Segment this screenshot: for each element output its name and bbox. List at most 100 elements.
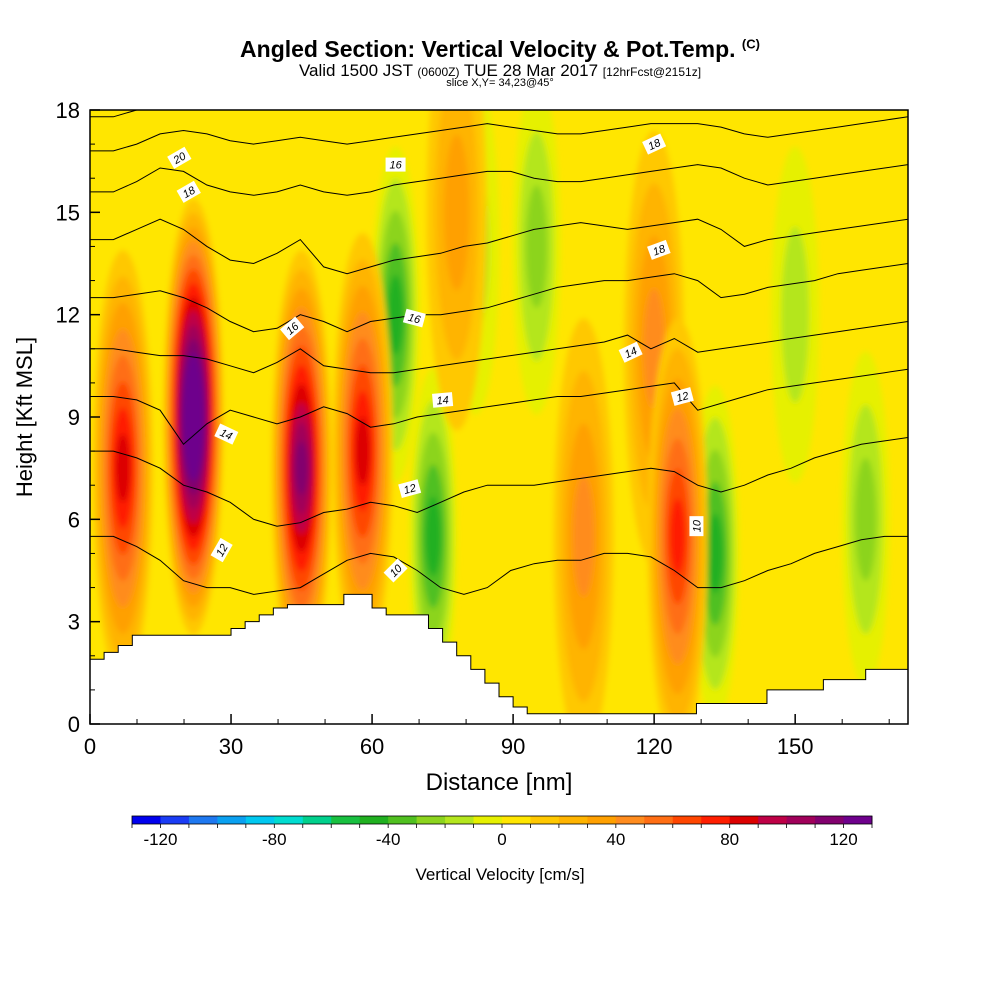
isentrope-line: [90, 263, 908, 333]
y-tick-label: 15: [56, 200, 80, 225]
contour-label: 14: [214, 423, 239, 445]
x-tick-label: 150: [777, 734, 814, 759]
contour-label-bg: [618, 341, 643, 363]
contour-label-text: 10: [691, 519, 703, 532]
isentrope-line: [90, 116, 908, 152]
contour-label: 18: [647, 239, 671, 260]
colorbar-tick-label: 120: [829, 830, 857, 849]
terrain-layer: [90, 593, 908, 724]
y-tick-label: 6: [68, 507, 80, 532]
contour-label-text: 14: [623, 345, 639, 361]
colorbar-swatch: [701, 816, 731, 824]
downdraft-core: [387, 274, 404, 355]
x-tick-label: 0: [84, 734, 96, 759]
contour-label-bg: [176, 180, 201, 203]
colorbar-swatch: [815, 816, 845, 824]
valid-time-line: Valid 1500 JST (0600Z) TUE 28 Mar 2017 […: [0, 61, 1000, 81]
downdraft-core: [781, 226, 810, 403]
colorbar-swatch: [245, 816, 275, 824]
axes: 0 30 60 90 120 150 0 3 6 9 12 15 18: [56, 98, 890, 759]
updraft-core: [295, 441, 308, 496]
forecast-info: [12hrFcst@2151z]: [602, 65, 702, 79]
velocity-field: [92, 110, 890, 724]
colorbar-swatch: [502, 816, 531, 824]
colorbar-swatch: [786, 816, 816, 824]
contour-label-bg: [210, 537, 233, 563]
slice-info: slice X,Y= 34,23@45°: [446, 77, 554, 89]
contour-label-bg: [398, 479, 422, 498]
contour-label-bg: [214, 423, 239, 445]
updraft-core: [115, 433, 131, 503]
colorbar-swatch: [445, 816, 475, 824]
colorbar-swatch: [416, 816, 446, 824]
colorbar-swatch: [843, 816, 873, 824]
contour-label: 14: [432, 392, 454, 408]
updraft-core: [573, 475, 595, 597]
isentrope-lines: [90, 110, 908, 595]
contour-label-text: 12: [675, 390, 690, 405]
y-tick-label: 0: [68, 712, 80, 737]
isentrope-line: [90, 535, 908, 595]
colorbar-swatch: [302, 816, 332, 824]
colorbar-swatch: [587, 816, 617, 824]
contour-label-text: 16: [389, 160, 402, 172]
contour-label-text: 14: [436, 394, 449, 407]
contour-label: 18: [176, 180, 201, 203]
contour-label: 16: [385, 157, 406, 172]
contour-label-bg: [670, 387, 694, 406]
y-tick-label: 18: [56, 98, 80, 123]
x-tick-label: 90: [501, 734, 525, 759]
contour-label-bg: [385, 157, 406, 172]
colorbar-swatch: [473, 816, 503, 824]
contour-label-text: 18: [651, 243, 667, 259]
colorbar-label: Vertical Velocity [cm/s]: [415, 865, 584, 884]
colorbar-swatch: [729, 816, 759, 824]
colorbar-tick-label: 40: [606, 830, 625, 849]
isentrope-line: [90, 218, 908, 275]
x-tick-label: 60: [360, 734, 384, 759]
colorbar-tick-label: 0: [497, 830, 506, 849]
colorbar-swatch: [644, 816, 674, 824]
colorbar-tick-label: -120: [143, 830, 177, 849]
contour-label-bg: [642, 133, 667, 155]
downdraft-core: [707, 513, 724, 594]
contour-label: 16: [402, 308, 426, 328]
contour-label-bg: [689, 516, 704, 537]
contour-label-bg: [167, 146, 192, 169]
colorbar: -120 -80 -40 0 40 80 120: [131, 815, 873, 849]
plot-background: [90, 110, 908, 724]
colorbar-swatch: [274, 816, 304, 824]
updraft-core: [669, 498, 686, 575]
contour-label: 14: [618, 341, 643, 363]
contour-label-bg: [432, 392, 454, 408]
valid-time-prefix: Valid 1500 JST: [298, 61, 413, 80]
contour-label-text: 12: [214, 542, 231, 559]
colorbar-swatch: [188, 816, 218, 824]
contour-label-text: 12: [402, 482, 417, 497]
colorbar-swatch: [558, 816, 588, 824]
isentrope-line: [90, 164, 908, 196]
updraft-core: [187, 395, 200, 439]
colorbar-swatch: [160, 816, 190, 824]
x-tick-label: 30: [219, 734, 243, 759]
y-tick-label: 9: [68, 405, 80, 430]
colorbar-swatch: [217, 816, 247, 824]
colorbar-swatch: [758, 816, 788, 824]
x-axis-label: Distance [nm]: [426, 769, 573, 796]
downdraft-core: [855, 457, 877, 581]
valid-time-day: TUE 28 Mar 2017: [463, 61, 599, 80]
y-axis-label: Height [Kft MSL]: [12, 337, 37, 497]
contour-label-bg: [279, 316, 305, 341]
y-tick-label: 12: [56, 303, 80, 328]
terrain-profile: [90, 593, 908, 724]
isentrope-line: [90, 321, 908, 374]
contour-label-bg: [647, 239, 671, 260]
colorbar-swatch: [388, 816, 418, 824]
contour-label-bg: [402, 308, 426, 328]
updraft-core: [355, 416, 370, 486]
y-tick-label: 3: [68, 610, 80, 635]
copyright-mark: (C): [741, 36, 760, 52]
colorbar-swatch: [615, 816, 645, 824]
